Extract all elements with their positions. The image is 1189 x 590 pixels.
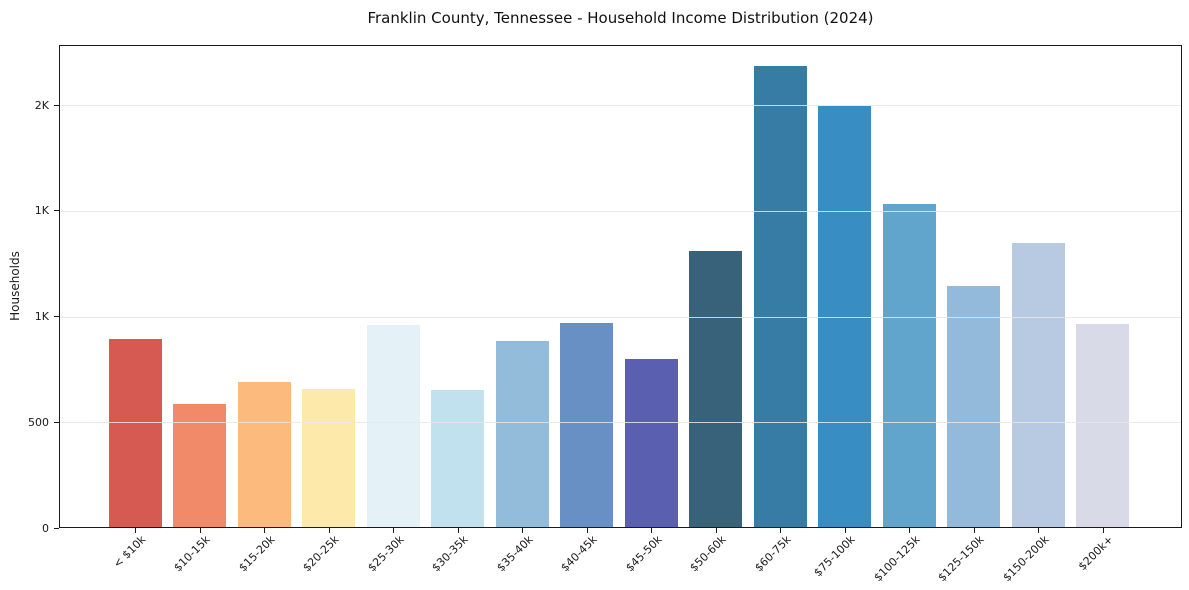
gridline-500 xyxy=(60,422,1181,424)
bar-$40-45k xyxy=(560,323,613,527)
x-tick-label-$200k+: $200k+ xyxy=(1075,533,1116,574)
x-tick-label-$45-50k: $45-50k xyxy=(622,533,665,575)
bar-$30-35k xyxy=(431,389,484,527)
y-tick-mark-0 xyxy=(54,527,59,529)
y-tick-mark-2000 xyxy=(54,104,59,106)
x-tick-label-$125-150k: $125-150k xyxy=(935,533,987,585)
x-tick-mark-$60-75k xyxy=(780,528,781,533)
x-tick-label-$60-75k: $60-75k xyxy=(751,533,794,575)
x-tick-label-$35-40k: $35-40k xyxy=(493,533,536,575)
x-tick-mark-$125-150k xyxy=(973,528,975,533)
bar-< $10k xyxy=(108,338,162,527)
x-tick-label-$15-20k: $15-20k xyxy=(235,533,278,575)
x-tick-label-$150-200k: $150-200k xyxy=(1000,533,1052,585)
bar-$125-150k xyxy=(947,286,1000,527)
y-tick-label-1500: 1K xyxy=(34,204,49,218)
x-tick-mark-$15-20k xyxy=(264,528,265,533)
bar-$15-20k xyxy=(237,382,291,527)
y-tick-label-1000: 1K xyxy=(34,310,49,324)
x-tick-mark-$75-100k xyxy=(844,528,846,533)
bar-$10-15k xyxy=(173,404,226,527)
x-tick-mark-$45-50k xyxy=(651,528,652,533)
bar-$20-25k xyxy=(302,388,355,527)
x-tick-label-$30-35k: $30-35k xyxy=(429,533,471,575)
x-tick-label-$20-25k: $20-25k xyxy=(300,533,342,575)
x-tick-mark-< $10k xyxy=(135,528,136,533)
y-tick-mark-1500 xyxy=(54,210,59,212)
x-tick-mark-$100-125k xyxy=(909,528,910,533)
gridline-2000 xyxy=(60,105,1181,107)
x-tick-mark-$200k+ xyxy=(1102,528,1104,533)
gridline-1000 xyxy=(60,316,1181,318)
x-tick-label-$50-60k: $50-60k xyxy=(687,533,729,575)
gridline-1500 xyxy=(60,210,1181,212)
x-tick-mark-$30-35k xyxy=(457,528,459,533)
bar-$25-30k xyxy=(366,325,420,527)
y-tick-mark-1000 xyxy=(54,316,59,318)
x-tick-mark-$25-30k xyxy=(393,528,394,533)
plot-area xyxy=(59,45,1182,528)
bar-$50-60k xyxy=(689,251,742,527)
y-tick-label-2000: 2K xyxy=(34,98,49,112)
bar-$60-75k xyxy=(753,66,807,527)
x-tick-mark-$150-200k xyxy=(1038,528,1039,533)
bar-$150-200k xyxy=(1011,242,1065,527)
bar-$35-40k xyxy=(495,341,549,527)
x-tick-label-$10-15k: $10-15k xyxy=(171,533,213,575)
chart-title: Franklin County, Tennessee - Household I… xyxy=(367,9,874,27)
x-tick-label-$40-45k: $40-45k xyxy=(558,533,600,575)
x-tick-label-$100-125k: $100-125k xyxy=(871,533,923,585)
bar-$45-50k xyxy=(624,358,678,527)
x-tick-mark-$50-60k xyxy=(715,528,717,533)
x-tick-mark-$10-15k xyxy=(199,528,201,533)
bar-$100-125k xyxy=(882,203,936,527)
x-tick-label-< $10k: < $10k xyxy=(110,533,149,571)
x-tick-label-$75-100k: $75-100k xyxy=(811,533,858,580)
bar-$200k+ xyxy=(1076,324,1129,527)
y-tick-label-500: 500 xyxy=(28,415,49,429)
y-tick-mark-500 xyxy=(54,421,59,423)
x-tick-mark-$20-25k xyxy=(328,528,330,533)
y-tick-label-0: 0 xyxy=(42,521,49,535)
x-tick-mark-$40-45k xyxy=(586,528,588,533)
x-tick-mark-$35-40k xyxy=(522,528,523,533)
x-tick-label-$25-30k: $25-30k xyxy=(364,533,407,575)
